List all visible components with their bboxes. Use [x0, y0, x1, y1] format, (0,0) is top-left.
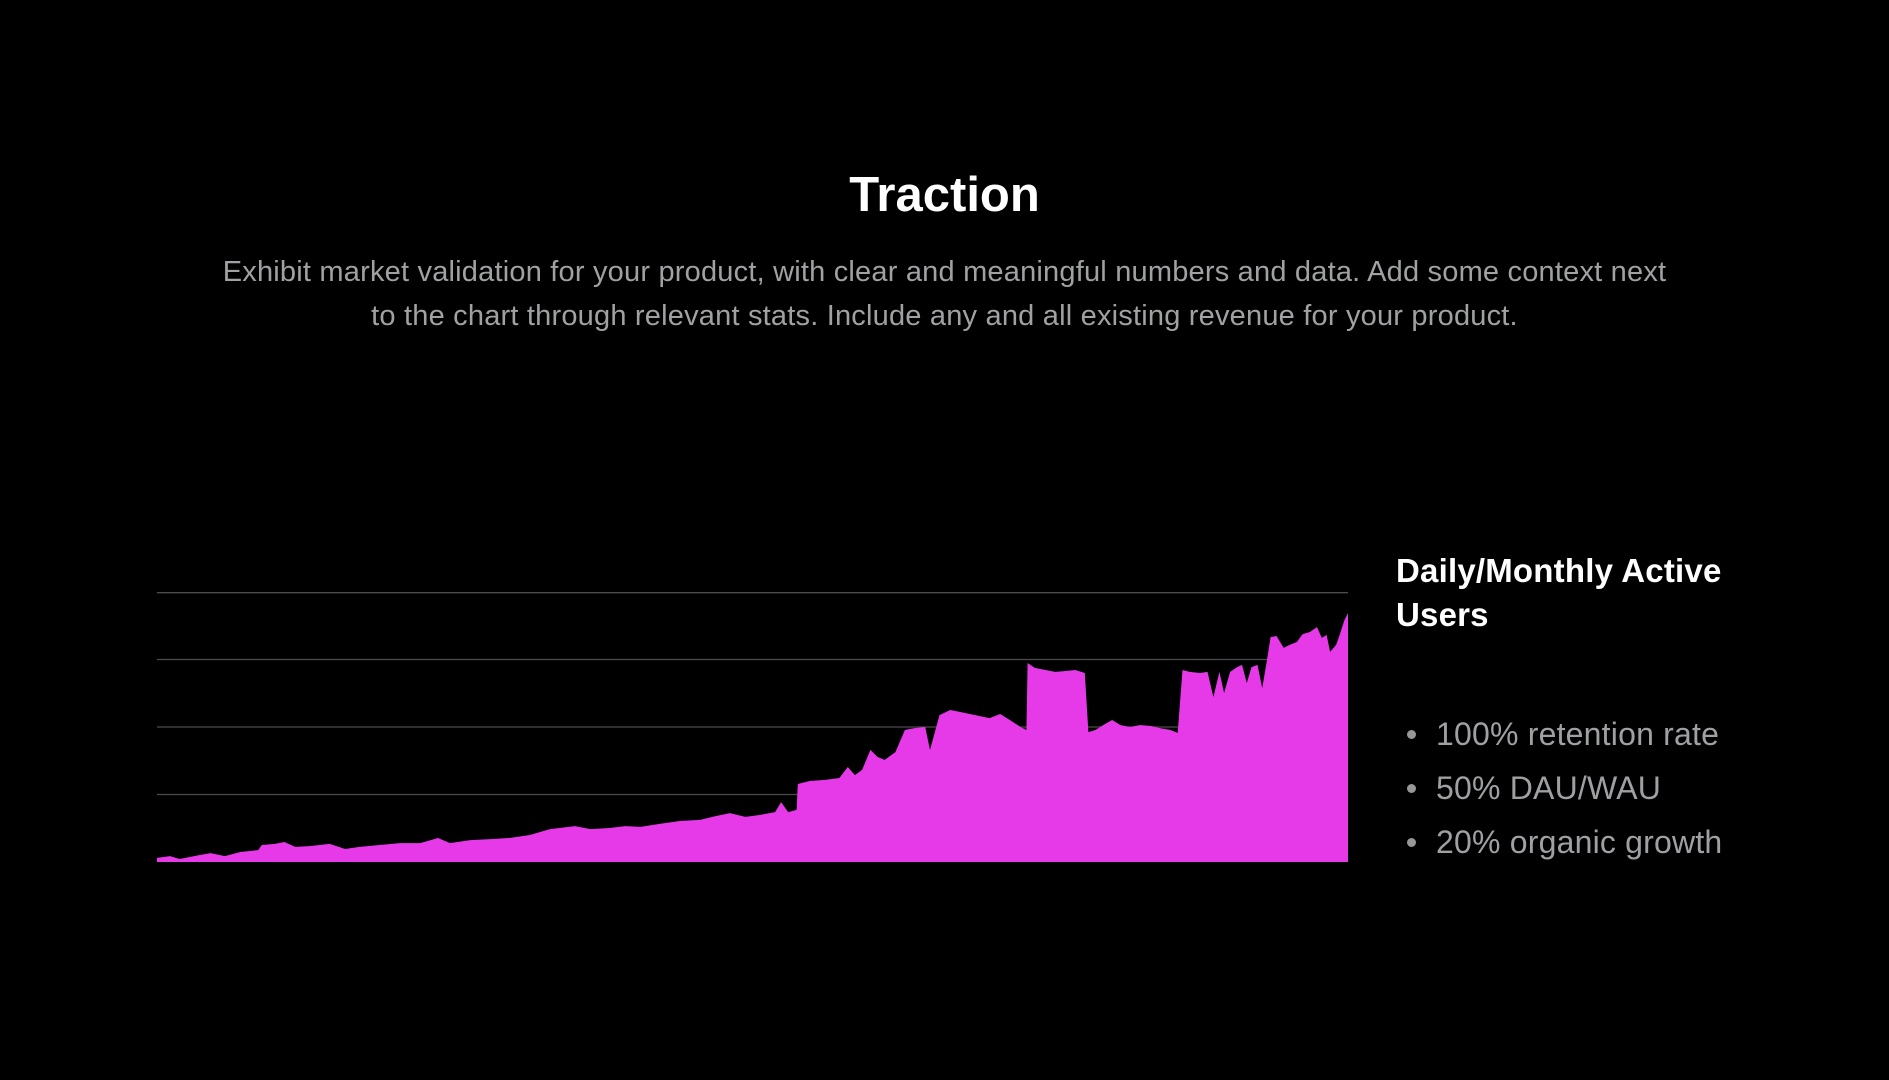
list-item: 100% retention rate: [1407, 714, 1722, 754]
subtitle-line-2: to the chart through relevant stats. Inc…: [371, 300, 1518, 332]
stat-organic-growth: 20% organic growth: [1436, 824, 1723, 860]
subtitle-line-1: Exhibit market validation for your produ…: [222, 256, 1667, 288]
list-item: 50% DAU/WAU: [1407, 768, 1722, 808]
bullet-icon: [1407, 838, 1416, 847]
stat-retention-rate: 100% retention rate: [1436, 716, 1720, 752]
page-title: Traction: [849, 168, 1040, 222]
stat-dau-wau: 50% DAU/WAU: [1436, 770, 1662, 806]
slide-subtitle: Exhibit market validation for your produ…: [0, 250, 1889, 338]
bullet-icon: [1407, 784, 1416, 793]
stats-list: 100% retention rate 50% DAU/WAU 20% orga…: [1407, 714, 1722, 876]
area-series: [157, 613, 1348, 862]
traction-area-chart: [157, 592, 1348, 862]
list-item: 20% organic growth: [1407, 822, 1722, 862]
stats-heading: Daily/Monthly Active Users: [1396, 552, 1722, 633]
bullet-icon: [1407, 730, 1416, 739]
